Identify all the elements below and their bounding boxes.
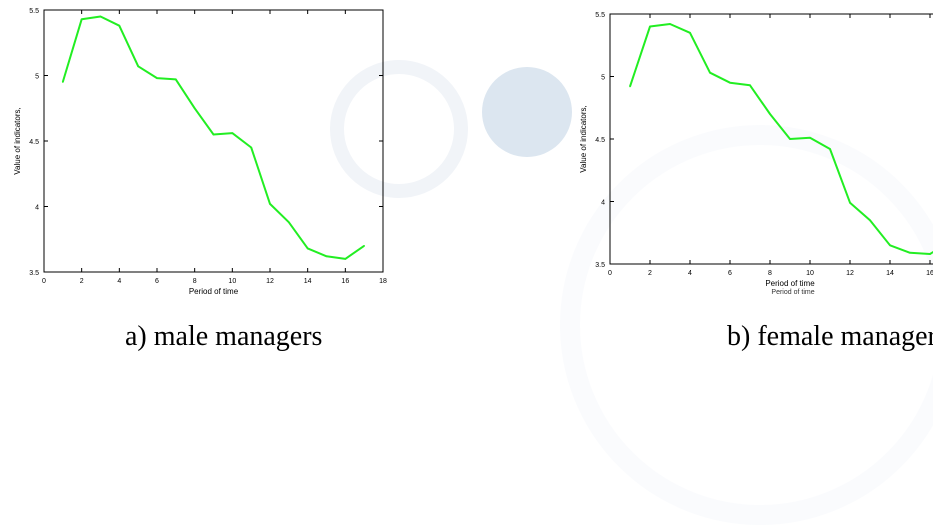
x-tick-label: 8 xyxy=(193,278,197,285)
data-point xyxy=(869,219,871,222)
y-tick-label: 4 xyxy=(35,205,39,212)
caption-male-managers: a) male managers xyxy=(125,321,323,352)
data-point xyxy=(269,203,271,205)
data-point xyxy=(344,258,347,260)
y-tick-label: 5.5 xyxy=(29,8,39,15)
y-axis-label: Value of indicators, xyxy=(579,105,588,172)
x-tick-label: 16 xyxy=(341,278,349,285)
data-point xyxy=(689,31,691,34)
x-tick-label: 12 xyxy=(846,270,854,277)
data-point xyxy=(231,132,234,134)
data-point xyxy=(929,253,931,255)
x-tick-label: 6 xyxy=(728,270,732,277)
y-tick-label: 5.5 xyxy=(595,12,605,19)
y-tick-label: 4 xyxy=(601,200,605,207)
y-tick-label: 3.5 xyxy=(29,270,39,277)
plot-frame xyxy=(609,13,933,265)
series-line xyxy=(61,15,365,260)
data-point xyxy=(250,146,252,149)
data-point xyxy=(809,136,811,139)
x-tick-label: 16 xyxy=(926,270,933,277)
series-line xyxy=(629,23,933,255)
data-point xyxy=(306,247,309,250)
data-point xyxy=(829,148,831,150)
data-point xyxy=(629,85,631,88)
y-tick-label: 4.5 xyxy=(595,137,605,144)
data-point xyxy=(849,201,851,204)
x-tick-label: 18 xyxy=(379,278,387,285)
x-tick-label: 10 xyxy=(806,270,814,277)
x-tick-label: 0 xyxy=(608,270,612,277)
line-chart-male-managers: 0 2 4 6 8 10 12 14 16 18 3.5 4 4.5 5 5.5 Period of time… xyxy=(13,8,387,296)
data-point xyxy=(156,77,158,79)
x-tick-label: 4 xyxy=(117,278,121,285)
x-tick-label: 12 xyxy=(266,278,274,285)
data-point xyxy=(80,18,83,20)
x-tick-label: 14 xyxy=(886,270,894,277)
data-point xyxy=(889,244,891,247)
data-point xyxy=(62,81,64,83)
data-point xyxy=(363,245,365,247)
data-point xyxy=(325,255,328,258)
x-tick-label: 2 xyxy=(80,278,84,285)
x-axis-label-overlay: Period of time xyxy=(771,289,814,296)
plot-frame xyxy=(43,9,384,273)
data-point xyxy=(789,138,791,140)
x-tick-label: 0 xyxy=(42,278,46,285)
data-point xyxy=(909,251,911,254)
data-point xyxy=(212,133,215,136)
y-tick-label: 3.5 xyxy=(595,262,605,269)
data-point xyxy=(749,84,751,87)
watermark-disc xyxy=(482,67,572,157)
data-point xyxy=(669,23,671,25)
y-axis-label: Value of indicators, xyxy=(13,107,22,174)
x-tick-label: 8 xyxy=(768,270,772,277)
data-point xyxy=(99,15,102,18)
data-point xyxy=(288,221,290,224)
data-point xyxy=(137,65,139,68)
x-axis-label: Period of time xyxy=(765,279,815,288)
x-tick-label: 10 xyxy=(228,278,236,285)
data-point xyxy=(709,71,711,74)
data-point xyxy=(193,107,196,110)
data-point xyxy=(729,81,731,84)
y-tick-label: 5 xyxy=(601,75,605,82)
y-tick-label: 4.5 xyxy=(29,139,39,146)
x-tick-label: 2 xyxy=(648,270,652,277)
x-tick-label: 4 xyxy=(688,270,692,277)
x-tick-label: 14 xyxy=(304,278,312,285)
data-point xyxy=(649,25,651,28)
data-point xyxy=(118,24,121,27)
data-point xyxy=(769,113,771,115)
x-axis-label: Period of time xyxy=(189,287,239,296)
data-point xyxy=(175,78,177,81)
y-tick-label: 5 xyxy=(35,74,39,81)
caption-female-managers: b) female managers xyxy=(727,321,933,352)
x-tick-label: 6 xyxy=(155,278,159,285)
chart-panel-male: 0 2 4 6 8 10 12 14 16 18 3.5 4 4.5 5 5.5 Period of time… xyxy=(0,0,420,362)
